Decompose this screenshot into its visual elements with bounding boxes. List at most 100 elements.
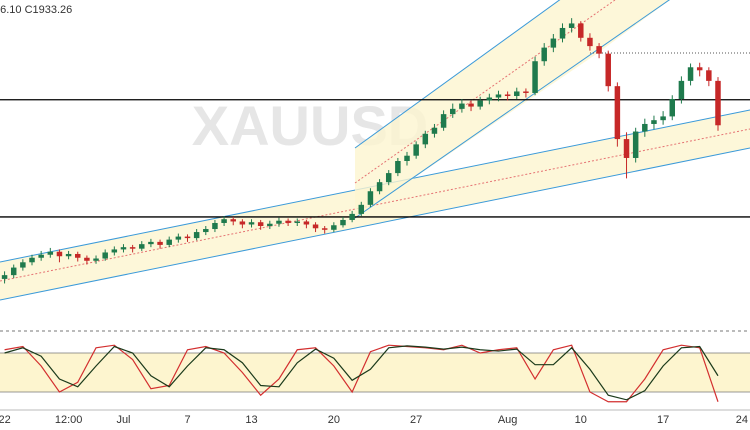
candle-body bbox=[651, 120, 657, 124]
candle-body bbox=[459, 103, 465, 109]
candle-body bbox=[614, 86, 621, 140]
candle-body bbox=[285, 220, 291, 223]
candle-body bbox=[276, 220, 282, 224]
x-tick-label: Aug bbox=[498, 414, 518, 426]
candle-body bbox=[340, 219, 346, 226]
channel-line bbox=[354, 0, 670, 219]
candle-body bbox=[413, 144, 419, 156]
candle-body bbox=[642, 123, 648, 132]
x-tick-label: 20 bbox=[328, 414, 340, 426]
candle-body bbox=[587, 37, 593, 47]
candle-body bbox=[20, 262, 26, 268]
candle-body bbox=[111, 249, 118, 253]
candle-body bbox=[148, 241, 154, 245]
candle-body bbox=[431, 127, 438, 134]
candle-body bbox=[75, 253, 81, 258]
x-tick-label: 13 bbox=[245, 414, 257, 426]
candle-body bbox=[596, 46, 602, 54]
candle-body bbox=[120, 247, 127, 250]
x-tick-label: 24 bbox=[736, 414, 748, 426]
candle-body bbox=[38, 254, 44, 258]
candle-body bbox=[331, 225, 337, 230]
x-tick-label: 10 bbox=[575, 414, 587, 426]
candle-body bbox=[10, 267, 17, 276]
candle-body bbox=[404, 155, 410, 161]
candle-body bbox=[230, 219, 236, 222]
candle-body bbox=[495, 94, 502, 98]
candle-body bbox=[1, 275, 8, 279]
candle-body bbox=[139, 244, 145, 249]
channel-line bbox=[0, 147, 750, 301]
candle-body bbox=[514, 91, 520, 96]
candle-body bbox=[175, 236, 182, 240]
candle-body bbox=[129, 247, 136, 249]
candle-body bbox=[84, 257, 90, 261]
candle-body bbox=[422, 133, 429, 145]
candle-body bbox=[303, 221, 310, 225]
candle-body bbox=[65, 253, 72, 257]
candle-body bbox=[532, 61, 538, 93]
candle-body bbox=[660, 116, 666, 121]
channel-line bbox=[354, 0, 561, 149]
candle-body bbox=[440, 114, 447, 128]
candle-body bbox=[267, 223, 273, 227]
candle-body bbox=[450, 108, 456, 115]
candle-body bbox=[166, 239, 172, 245]
x-tick-label: 22 bbox=[0, 414, 11, 426]
candle-body bbox=[294, 221, 300, 223]
candle-body bbox=[367, 191, 374, 205]
candle-body bbox=[669, 99, 675, 117]
candle-body bbox=[376, 182, 383, 192]
candle-body bbox=[321, 228, 328, 230]
channel-fill bbox=[0, 110, 750, 300]
candle-body bbox=[349, 213, 355, 220]
oscillator-line bbox=[4, 344, 719, 403]
x-tick-label: Jul bbox=[116, 414, 130, 426]
candle-body bbox=[678, 80, 685, 100]
legend-text: 26.10 C1933.26 bbox=[0, 4, 72, 16]
candle-body bbox=[358, 204, 365, 214]
candle-body bbox=[632, 131, 639, 158]
candle-body bbox=[102, 252, 108, 259]
candle-body bbox=[395, 161, 401, 174]
band-fill bbox=[0, 353, 750, 392]
candle-body bbox=[239, 221, 246, 225]
candle-body bbox=[504, 94, 511, 96]
candle-body bbox=[559, 27, 566, 39]
candle-body bbox=[193, 232, 200, 239]
candle-body bbox=[468, 103, 474, 107]
candle-body bbox=[29, 257, 35, 263]
candle-body bbox=[687, 67, 694, 81]
candle-body bbox=[212, 222, 218, 230]
candle-body bbox=[696, 67, 703, 71]
candle-body bbox=[221, 219, 227, 223]
candle-body bbox=[623, 139, 630, 158]
x-tick-label: 17 bbox=[657, 414, 669, 426]
candle-body bbox=[578, 23, 584, 38]
candle-body bbox=[486, 97, 493, 101]
oscillator-line bbox=[4, 345, 719, 401]
candle-body bbox=[56, 251, 63, 257]
candle-body bbox=[93, 258, 99, 261]
candle-body bbox=[248, 222, 255, 225]
candle-body bbox=[47, 251, 54, 255]
x-tick-label: 7 bbox=[184, 414, 190, 426]
candle-body bbox=[203, 229, 209, 233]
candle-body bbox=[523, 91, 529, 93]
candle-body bbox=[312, 224, 319, 229]
candle-body bbox=[385, 173, 392, 183]
candle-body bbox=[541, 47, 547, 62]
candle-body bbox=[184, 236, 191, 239]
x-tick-label: 27 bbox=[410, 414, 422, 426]
candle-body bbox=[568, 23, 575, 28]
candle-body bbox=[715, 80, 721, 126]
x-tick-label: 12:00 bbox=[55, 414, 83, 426]
candle-body bbox=[706, 70, 712, 81]
candle-body bbox=[157, 241, 163, 245]
candle-body bbox=[477, 100, 483, 107]
candle-body bbox=[550, 38, 557, 48]
candle-body bbox=[257, 222, 264, 227]
candle-body bbox=[605, 53, 611, 87]
